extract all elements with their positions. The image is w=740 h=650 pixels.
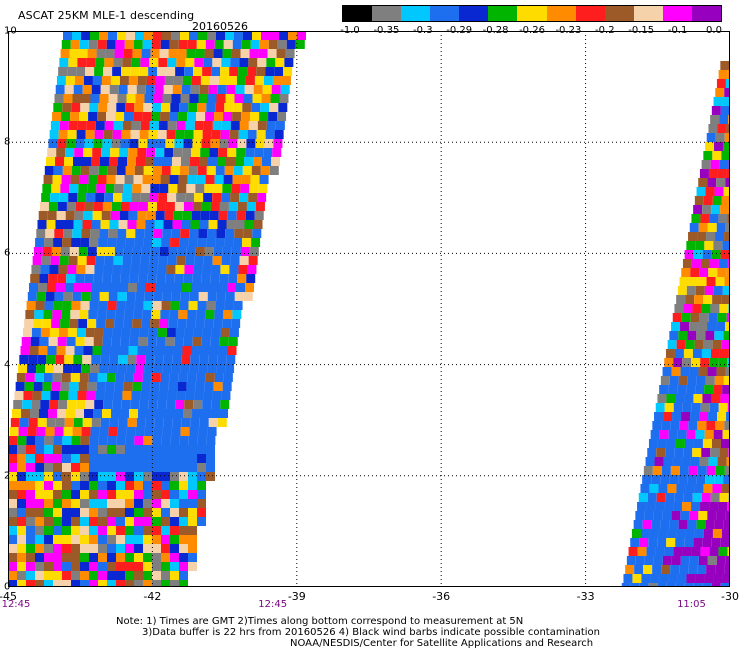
pass-time-label: 12:45: [258, 599, 288, 610]
legend-swatch: [546, 6, 576, 21]
x-tick-label: -45: [0, 590, 17, 603]
legend-tick-label: -0.23: [555, 25, 582, 36]
pass-time-label: 11:05: [677, 599, 706, 610]
note-line-2: 3)Data buffer is 22 hrs from 20160526 4)…: [142, 627, 600, 638]
legend-swatch: [372, 6, 402, 21]
legend-swatch: [459, 6, 489, 21]
legend-swatch: [604, 6, 634, 21]
legend-tick-label: -0.35: [373, 25, 400, 36]
y-tick-label: 8: [4, 136, 11, 148]
x-tick-label: -42: [143, 590, 162, 603]
pass-time-label: 12:45: [1, 599, 31, 610]
grid-lines: [8, 31, 730, 587]
legend-swatch: [488, 6, 518, 21]
plot-frame: [8, 31, 730, 587]
legend-tick-label: -0.28: [482, 25, 509, 36]
legend-swatch: [633, 6, 663, 21]
y-tick-label: 4: [4, 359, 11, 371]
legend-tick-label: -0.1: [667, 25, 688, 36]
legend-tick-label: 0.0: [706, 25, 722, 36]
credit-line: NOAA/NESDIS/Center for Satellite Applica…: [290, 638, 594, 649]
product-title: ASCAT 25KM MLE-1 descending: [18, 9, 195, 22]
legend-tick-label: -0.29: [446, 25, 473, 36]
legend-swatch: [517, 6, 547, 21]
x-tick-label: -36: [432, 590, 451, 603]
legend-swatch: [575, 6, 605, 21]
legend-swatch: [662, 6, 692, 21]
x-tick-label: -30: [721, 590, 739, 603]
legend-swatch: [691, 6, 722, 21]
y-tick-label: 10: [4, 25, 17, 37]
legend-tick-label: -0.2: [595, 25, 615, 36]
color-scale-bar: [342, 5, 722, 22]
legend-tick-label: -0.26: [519, 25, 545, 36]
legend-tick-label: -0.15: [628, 25, 655, 36]
y-tick-label: 6: [4, 247, 11, 259]
legend-tick-label: -0.3: [413, 25, 433, 36]
x-tick-label: -39: [287, 590, 306, 603]
note-line-1: Note: 1) Times are GMT 2)Times along bot…: [116, 616, 524, 627]
legend-tick-label: -1.0: [340, 25, 360, 36]
legend-swatch: [401, 6, 431, 21]
y-tick-label: 0: [4, 581, 11, 593]
map-plot: [8, 31, 730, 587]
x-tick-label: -33: [576, 590, 595, 603]
legend-swatch: [430, 6, 460, 21]
swath-data: [8, 31, 730, 587]
product-date: 20160526: [192, 20, 248, 33]
y-tick-label: 2: [4, 470, 11, 482]
legend-swatch: [343, 6, 373, 21]
